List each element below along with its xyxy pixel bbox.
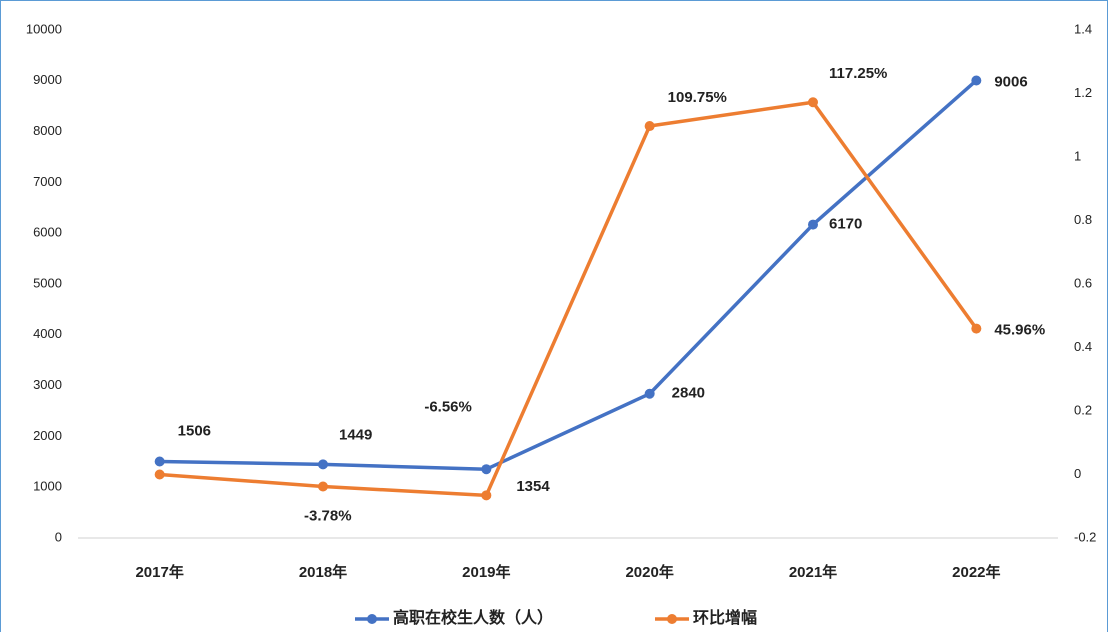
point (971, 323, 982, 334)
point (808, 219, 818, 230)
data-label: 9006 (994, 73, 1027, 90)
y-tick-label: 3000 (33, 377, 62, 392)
data-label: -6.56% (424, 398, 472, 415)
x-tick-label: 2022年 (952, 563, 1000, 581)
data-label: 109.75% (668, 89, 727, 106)
x-tick-label: 2017年 (135, 563, 183, 581)
point (644, 388, 655, 399)
point (154, 469, 165, 480)
legend-label: 环比增幅 (693, 608, 757, 627)
data-label: 1354 (516, 478, 550, 495)
point (481, 490, 492, 501)
y2-tick-label: 1.4 (1074, 21, 1092, 36)
x-tick-label: 2019年 (462, 563, 510, 581)
point (971, 75, 982, 86)
point (154, 456, 165, 467)
y2-tick-label: 0.8 (1074, 212, 1092, 227)
y-tick-label: 4000 (33, 326, 62, 341)
series-line (159, 100, 978, 498)
x-tick-label: 2020年 (625, 563, 673, 581)
y-tick-label: 1000 (33, 479, 62, 494)
x-tick-label: 2021年 (789, 563, 837, 581)
data-label: 1449 (339, 426, 372, 443)
point (644, 121, 655, 132)
y-tick-label: 6000 (33, 225, 62, 240)
y2-tick-label: 0.2 (1074, 402, 1092, 417)
y-tick-label: 7000 (33, 174, 62, 189)
y-tick-label: 2000 (33, 428, 62, 443)
y-tick-label: 0 (55, 529, 62, 544)
y2-tick-label: 1.2 (1074, 85, 1092, 100)
y-tick-label: 10000 (26, 21, 62, 36)
point (318, 481, 328, 492)
data-label: 2840 (672, 385, 705, 402)
y2-tick-label: -0.2 (1074, 529, 1096, 544)
legend-marker (367, 614, 377, 624)
y-tick-label: 9000 (33, 72, 62, 87)
y-tick-label: 8000 (33, 123, 62, 138)
point (808, 97, 818, 108)
data-label: 6170 (829, 216, 862, 233)
y-tick-label: 5000 (33, 275, 62, 290)
data-label: 45.96% (994, 322, 1045, 339)
legend-marker (667, 614, 677, 624)
series-line (159, 79, 978, 471)
y2-tick-label: 1 (1074, 148, 1081, 163)
data-label: -3.78% (304, 507, 352, 524)
data-label: 1506 (178, 422, 211, 439)
y2-tick-label: 0 (1074, 466, 1081, 481)
point (481, 464, 492, 475)
y2-tick-label: 0.6 (1074, 275, 1092, 290)
y2-tick-label: 0.4 (1074, 339, 1092, 354)
legend-label: 高职在校生人数（人） (393, 608, 553, 627)
point (318, 459, 328, 470)
x-tick-label: 2018年 (299, 563, 347, 581)
data-label: 117.25% (829, 65, 887, 82)
